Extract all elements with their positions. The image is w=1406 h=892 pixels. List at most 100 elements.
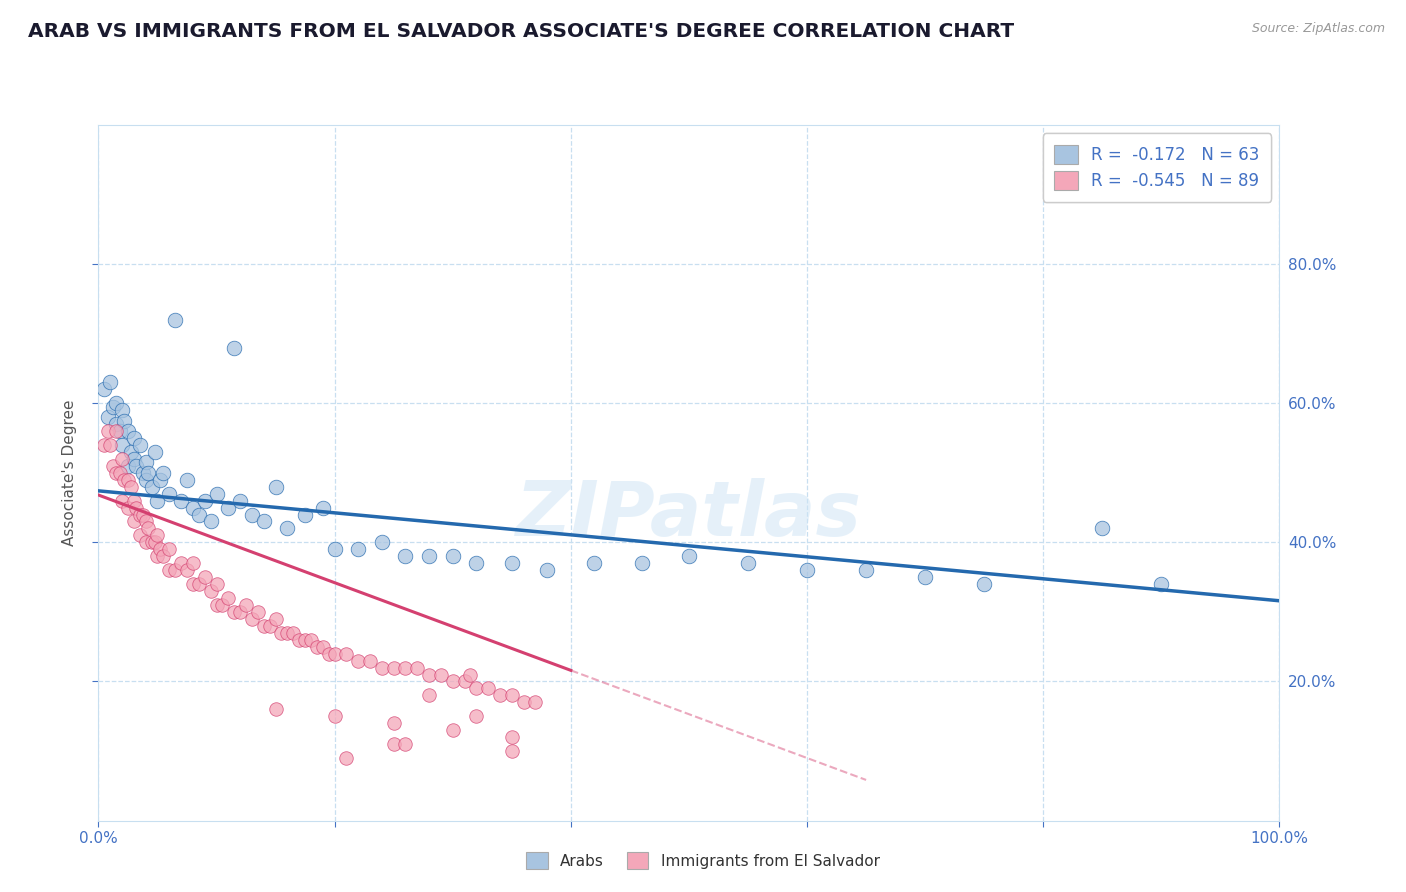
Point <box>270 625 292 640</box>
Point <box>141 480 163 494</box>
Point <box>217 591 239 605</box>
Point <box>489 689 512 703</box>
Point <box>108 424 131 438</box>
Point <box>512 695 534 709</box>
Point <box>246 605 269 619</box>
Point <box>288 632 311 647</box>
Point <box>312 640 335 654</box>
Point <box>93 438 115 452</box>
Point <box>128 528 150 542</box>
Point <box>132 466 155 480</box>
Point <box>205 486 228 500</box>
Point <box>229 493 252 508</box>
Point <box>105 417 128 431</box>
Point <box>97 424 120 438</box>
Point <box>135 455 157 469</box>
Point <box>117 500 139 515</box>
Point <box>149 542 172 557</box>
Point <box>394 660 416 674</box>
Point <box>122 431 145 445</box>
Point <box>122 515 145 529</box>
Point <box>630 556 652 570</box>
Point <box>181 500 204 515</box>
Point <box>441 674 464 689</box>
Point <box>335 647 357 661</box>
Point <box>229 605 252 619</box>
Point <box>264 480 287 494</box>
Point <box>146 528 169 542</box>
Point <box>240 612 263 626</box>
Point <box>157 486 180 500</box>
Point <box>135 535 157 549</box>
Point <box>914 570 936 584</box>
Point <box>117 458 139 473</box>
Point <box>117 424 139 438</box>
Point <box>259 619 281 633</box>
Point <box>441 723 464 738</box>
Point <box>143 535 166 549</box>
Point <box>371 660 394 674</box>
Point <box>264 612 287 626</box>
Y-axis label: Associate's Degree: Associate's Degree <box>62 400 77 546</box>
Point <box>394 737 416 751</box>
Point <box>108 466 131 480</box>
Point <box>283 625 305 640</box>
Point <box>105 396 128 410</box>
Point <box>465 709 488 723</box>
Point <box>205 598 228 612</box>
Point <box>146 493 169 508</box>
Point <box>136 466 159 480</box>
Point <box>121 445 143 459</box>
Point <box>465 681 488 696</box>
Point <box>359 654 381 668</box>
Point <box>200 515 222 529</box>
Point <box>465 556 488 570</box>
Point <box>453 674 475 689</box>
Point <box>111 451 134 466</box>
Point <box>176 563 198 577</box>
Point <box>796 563 818 577</box>
Point <box>111 403 134 417</box>
Point <box>181 556 204 570</box>
Point <box>101 400 124 414</box>
Point <box>418 667 440 681</box>
Point <box>170 493 193 508</box>
Point <box>240 508 263 522</box>
Point <box>312 500 335 515</box>
Point <box>253 515 276 529</box>
Point <box>112 414 135 428</box>
Point <box>501 730 523 744</box>
Point <box>105 424 128 438</box>
Point <box>157 563 180 577</box>
Point <box>583 556 606 570</box>
Point <box>524 695 547 709</box>
Point <box>235 598 257 612</box>
Point <box>117 473 139 487</box>
Text: ARAB VS IMMIGRANTS FROM EL SALVADOR ASSOCIATE'S DEGREE CORRELATION CHART: ARAB VS IMMIGRANTS FROM EL SALVADOR ASSO… <box>28 22 1014 41</box>
Text: Source: ZipAtlas.com: Source: ZipAtlas.com <box>1251 22 1385 36</box>
Point <box>501 689 523 703</box>
Point <box>973 577 995 591</box>
Point <box>200 584 222 599</box>
Point <box>149 473 172 487</box>
Point <box>122 451 145 466</box>
Point <box>111 493 134 508</box>
Point <box>382 716 405 731</box>
Point <box>165 312 187 326</box>
Point <box>477 681 499 696</box>
Point <box>181 577 204 591</box>
Point <box>146 549 169 564</box>
Point <box>187 577 209 591</box>
Point <box>135 473 157 487</box>
Point <box>276 625 298 640</box>
Point <box>157 542 180 557</box>
Point <box>135 515 157 529</box>
Point <box>418 689 440 703</box>
Point <box>460 667 482 681</box>
Point <box>347 542 370 557</box>
Point <box>382 737 405 751</box>
Point <box>176 473 198 487</box>
Point <box>294 632 316 647</box>
Point <box>205 577 228 591</box>
Point <box>501 556 523 570</box>
